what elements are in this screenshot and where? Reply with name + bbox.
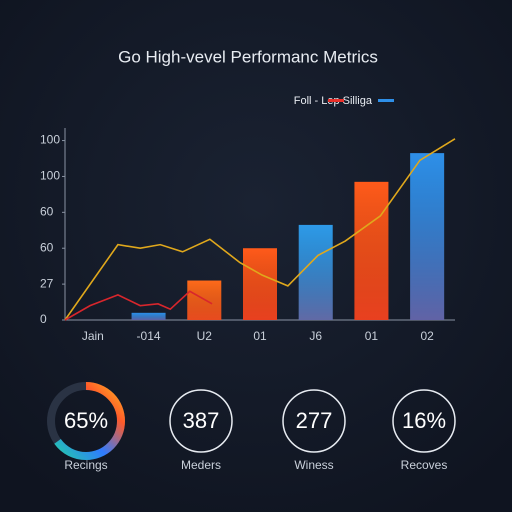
y-tick-label: 100 bbox=[40, 169, 60, 183]
kpi-label: Meders bbox=[181, 458, 221, 472]
kpi-label: Recoves bbox=[401, 458, 448, 472]
kpi-label: Recings bbox=[64, 458, 107, 472]
kpi-circle bbox=[392, 389, 456, 453]
x-tick-label: U2 bbox=[197, 329, 213, 343]
y-tick-label: 60 bbox=[40, 240, 54, 254]
line-series bbox=[64, 290, 213, 321]
kpi-value: 65% bbox=[64, 408, 108, 433]
line-series bbox=[64, 138, 456, 321]
kpi-circle bbox=[169, 389, 233, 453]
x-tick-label: -014 bbox=[137, 329, 161, 343]
legend-swatch bbox=[378, 99, 394, 102]
y-tick-label: 27 bbox=[40, 276, 54, 290]
x-tick-label: Jain bbox=[82, 329, 104, 343]
kpi-ring bbox=[47, 382, 125, 460]
bar-shade bbox=[354, 181, 389, 320]
x-tick-label: J6 bbox=[309, 329, 322, 343]
kpi-label: Wіness bbox=[294, 458, 333, 472]
x-tick-label: 01 bbox=[365, 329, 379, 343]
y-tick-label: 60 bbox=[40, 205, 54, 219]
x-tick-label: 02 bbox=[420, 329, 434, 343]
chart-title: Go High-vevel Performanc Metrics bbox=[118, 47, 378, 66]
kpi-circle bbox=[282, 389, 346, 453]
y-tick-label: 0 bbox=[40, 312, 47, 326]
bar-shade bbox=[298, 224, 333, 320]
kpi-value: 16% bbox=[402, 408, 446, 433]
kpi-value: 387 bbox=[183, 408, 220, 433]
y-tick-label: 100 bbox=[40, 133, 60, 147]
bar-shade bbox=[243, 248, 277, 320]
kpi-value: 277 bbox=[296, 408, 333, 433]
bar-shade bbox=[131, 312, 166, 320]
legend-swatch bbox=[328, 99, 344, 102]
x-tick-label: 01 bbox=[253, 329, 267, 343]
bar-shade bbox=[410, 153, 445, 320]
